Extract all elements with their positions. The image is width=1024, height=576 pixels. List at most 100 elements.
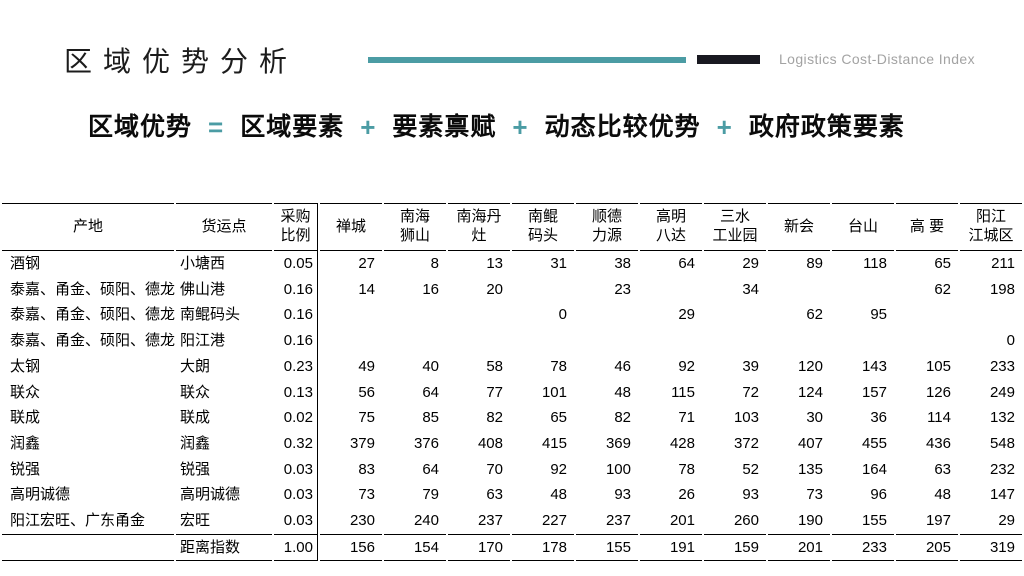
table-cell: 72 xyxy=(742,383,759,401)
table-cell: 372 xyxy=(733,434,759,452)
table-cell: 48 xyxy=(550,486,567,504)
table-cell: 高明诚德 xyxy=(180,486,241,504)
table-cell xyxy=(320,328,382,354)
table-cell: 62 xyxy=(934,280,951,298)
table-cell: 31 xyxy=(550,255,567,272)
table-cell: 93 xyxy=(742,486,759,504)
table-cell: 77 xyxy=(486,383,503,401)
table-cell: 115 xyxy=(671,383,695,401)
table-cell: 泰嘉、甬金、硕阳、德龙 xyxy=(10,306,176,324)
table-cell xyxy=(896,302,958,328)
table-row: 酒钢 小塘西 0.05 27 8 13 31 38 64 29 89 118 65 211 xyxy=(2,251,1022,277)
table-row: 阳江宏旺、广东甬金 宏旺 0.03 230 240 237 227 237 201 260 190 1… xyxy=(2,508,1022,534)
table-cell: 0.32 xyxy=(274,430,318,457)
table-cell: 205 xyxy=(896,533,958,562)
table-cell: 58 xyxy=(486,357,503,375)
table-cell: 0.23 xyxy=(274,353,318,380)
table-row: 锐强 锐强 0.03 83 64 70 92 100 78 52 135 164 63 232 xyxy=(2,456,1022,483)
table-cell: 63 xyxy=(934,460,951,478)
table-cell: 0 xyxy=(1006,332,1015,350)
table-cell xyxy=(704,328,766,354)
table-cell xyxy=(960,302,1022,328)
table-cell: 13 xyxy=(486,255,503,272)
table-cell xyxy=(512,277,574,303)
table-cell xyxy=(384,302,446,328)
column-header: 南海丹 灶 xyxy=(448,203,510,251)
table-cell: 联成 xyxy=(180,409,211,427)
table-cell: 95 xyxy=(870,306,887,324)
table-cell: 118 xyxy=(863,255,887,272)
table-cell: 408 xyxy=(477,434,503,452)
table-cell: 415 xyxy=(541,434,567,452)
table-cell: 114 xyxy=(927,409,951,427)
table-cell: 联众 xyxy=(10,383,41,401)
table-cell: 0.03 xyxy=(274,456,318,483)
table-cell: 79 xyxy=(422,486,439,504)
table-cell: 1.00 xyxy=(274,533,318,562)
table-cell: 62 xyxy=(806,306,823,324)
equation: 区域优势 = 区域要素 + 要素禀赋 + 动态比较优势 + 政府政策要素 xyxy=(88,112,905,142)
equation-term: 区域优势 xyxy=(88,113,193,141)
table-cell: 73 xyxy=(358,486,375,504)
table-cell: 75 xyxy=(358,409,375,427)
table-cell: 201 xyxy=(669,512,695,530)
table-cell: 232 xyxy=(989,460,1015,478)
table-cell xyxy=(832,277,894,303)
column-header: 禅城 xyxy=(320,203,382,251)
table-row: 联成 联成 0.02 75 85 82 65 82 71 103 30 36 114 132 xyxy=(2,405,1022,431)
table-cell: 78 xyxy=(678,460,695,478)
table-row: 润鑫 润鑫 0.32 379 376 408 415 369 428 372 407 455 436 54… xyxy=(2,430,1022,457)
table-cell: 8 xyxy=(430,255,439,272)
table-cell: 52 xyxy=(742,460,759,478)
column-header: 阳江 江城区 xyxy=(960,203,1022,251)
table-cell: 428 xyxy=(669,434,695,452)
table-body: 酒钢 小塘西 0.05 27 8 13 31 38 64 29 89 118 65 211 泰嘉、甬金、硕阳… xyxy=(2,251,1022,562)
legend-bar-dark xyxy=(697,55,760,64)
equation-operator: + xyxy=(716,112,733,142)
table-cell: 260 xyxy=(733,512,759,530)
table-cell: 29 xyxy=(678,306,695,324)
table-cell: 227 xyxy=(541,512,567,530)
table-cell: 距离指数 xyxy=(176,533,272,562)
table-cell: 198 xyxy=(989,280,1015,298)
table-cell: 0.03 xyxy=(274,508,318,534)
table-cell: 135 xyxy=(797,460,823,478)
table-row: 高明诚德 高明诚德 0.03 73 79 63 48 93 26 93 73 96 48 147 xyxy=(2,482,1022,509)
table-row: 联众 联众 0.13 56 64 77 101 48 115 72 124 157 126 249 xyxy=(2,379,1022,406)
table-cell: 宏旺 xyxy=(180,512,211,530)
table-cell: 197 xyxy=(925,512,951,530)
table-cell xyxy=(832,328,894,354)
table-cell xyxy=(768,328,830,354)
table-cell: 佛山港 xyxy=(180,280,226,298)
column-header: 货运点 xyxy=(176,203,272,251)
table-cell: 157 xyxy=(861,383,887,401)
table-cell: 103 xyxy=(733,409,759,427)
table-cell: 39 xyxy=(742,357,759,375)
table-cell: 泰嘉、甬金、硕阳、德龙 xyxy=(10,332,176,350)
table-cell: 233 xyxy=(832,533,894,562)
table-cell: 73 xyxy=(806,486,823,504)
column-header: 三水 工业园 xyxy=(704,203,766,251)
table-cell: 100 xyxy=(605,460,631,478)
table-cell: 83 xyxy=(358,460,375,478)
table-header-row: 产地 货运点 采购 比例 禅城 南海 狮山 南海丹 灶南鲲 码头 顺德 力源 高明 八达 三水 … xyxy=(2,203,1022,251)
table-cell: 191 xyxy=(640,533,702,562)
equation-term: 区域要素 xyxy=(240,113,345,141)
table-cell: 酒钢 xyxy=(10,255,41,272)
table-cell: 太钢 xyxy=(10,357,41,375)
table-cell: 0.13 xyxy=(274,379,318,406)
table-cell: 56 xyxy=(358,383,375,401)
table-cell xyxy=(384,328,446,354)
table-cell: 92 xyxy=(550,460,567,478)
table-cell: 63 xyxy=(486,486,503,504)
table-row: 太钢 大朗 0.23 49 40 58 78 46 92 39 120 143 105 233 xyxy=(2,353,1022,380)
table-cell: 26 xyxy=(678,486,695,504)
table-cell: 369 xyxy=(605,434,631,452)
table-cell: 0.02 xyxy=(274,405,318,431)
table-footer-row: 距离指数 1.00 156 154 170 178 155 191 159 201 233 205 31… xyxy=(2,533,1022,562)
table-cell: 29 xyxy=(742,255,759,272)
table-cell: 105 xyxy=(925,357,951,375)
table-cell: 48 xyxy=(614,383,631,401)
column-header: 顺德 力源 xyxy=(576,203,638,251)
table-cell: 211 xyxy=(991,255,1015,272)
